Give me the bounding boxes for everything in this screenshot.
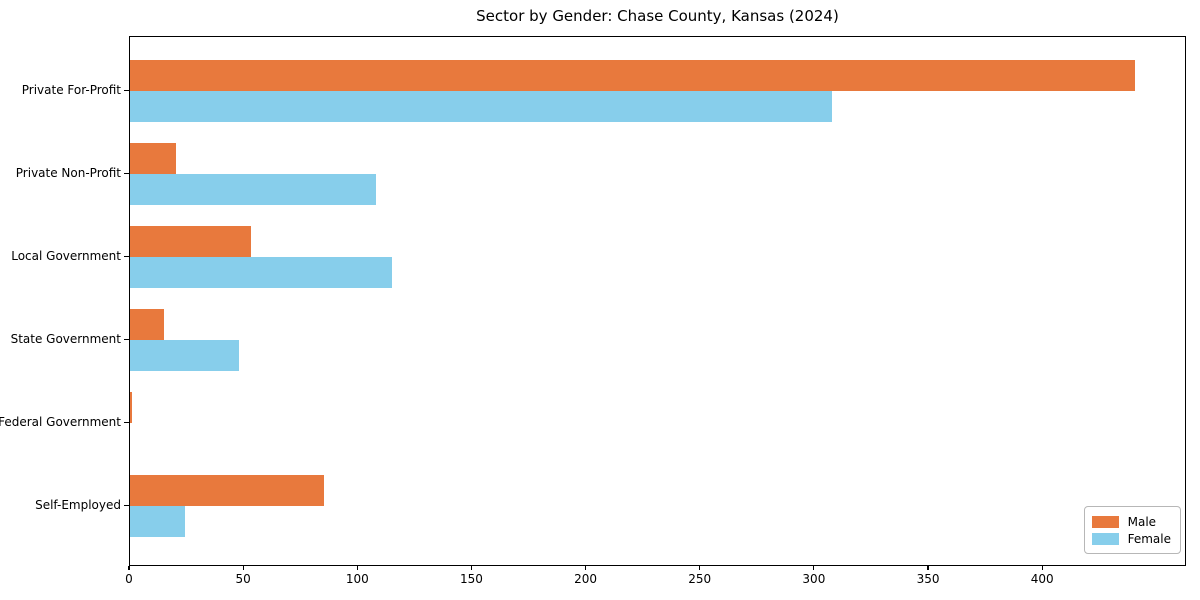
y-tick-mark (124, 339, 129, 341)
y-tick-mark (124, 256, 129, 258)
x-tick-mark (927, 566, 929, 570)
y-axis-label: Private Non-Profit (15, 166, 121, 180)
y-tick-mark (124, 90, 129, 92)
x-tick-label: 50 (235, 572, 251, 586)
legend: Male Female (1083, 506, 1181, 554)
chart-title: Sector by Gender: Chase County, Kansas (… (476, 7, 839, 25)
legend-swatch-male (1091, 515, 1119, 528)
legend-item-female: Female (1091, 530, 1171, 547)
bar-female-2 (130, 174, 377, 205)
legend-label: Male (1127, 514, 1157, 529)
bar-female-1 (130, 91, 832, 122)
bar-male-3 (130, 226, 251, 257)
y-tick-mark (124, 422, 129, 424)
x-tick-mark (356, 566, 358, 570)
bar-male-1 (130, 60, 1135, 91)
legend-swatch-female (1091, 532, 1119, 545)
bar-male-6 (130, 475, 324, 506)
y-axis-label: State Government (10, 332, 121, 346)
x-tick-label: 200 (574, 572, 598, 586)
y-axis-label: Local Government (11, 249, 121, 263)
y-tick-mark (124, 505, 129, 507)
plot-area: Male Female (129, 36, 1186, 566)
x-tick-label: 350 (916, 572, 940, 586)
x-tick-label: 300 (802, 572, 826, 586)
x-tick-label: 400 (1030, 572, 1054, 586)
legend-item-male: Male (1091, 513, 1171, 530)
x-tick-mark (470, 566, 473, 570)
x-tick-label: 100 (345, 572, 369, 586)
x-tick-label: 250 (688, 572, 712, 586)
x-tick-mark (584, 566, 587, 570)
bar-male-5 (130, 392, 133, 423)
bar-female-3 (130, 257, 393, 288)
y-tick-mark (124, 173, 129, 175)
y-axis-label: Self-Employed (35, 498, 121, 512)
x-tick-mark (128, 566, 130, 570)
legend-label: Female (1127, 531, 1171, 546)
x-tick-mark (699, 566, 701, 570)
x-tick-mark (242, 566, 244, 570)
bar-male-2 (130, 143, 176, 174)
x-tick-mark (1041, 566, 1043, 570)
y-axis-label: Federal Government (0, 415, 121, 429)
x-tick-mark (813, 566, 815, 570)
bar-female-4 (130, 340, 240, 371)
x-tick-label: 150 (459, 572, 483, 586)
bar-female-6 (130, 506, 185, 537)
legend-items: Male Female (1091, 513, 1171, 547)
bar-male-4 (130, 309, 165, 340)
x-tick-label: 0 (125, 572, 133, 586)
y-axis-label: Private For-Profit (21, 83, 121, 97)
